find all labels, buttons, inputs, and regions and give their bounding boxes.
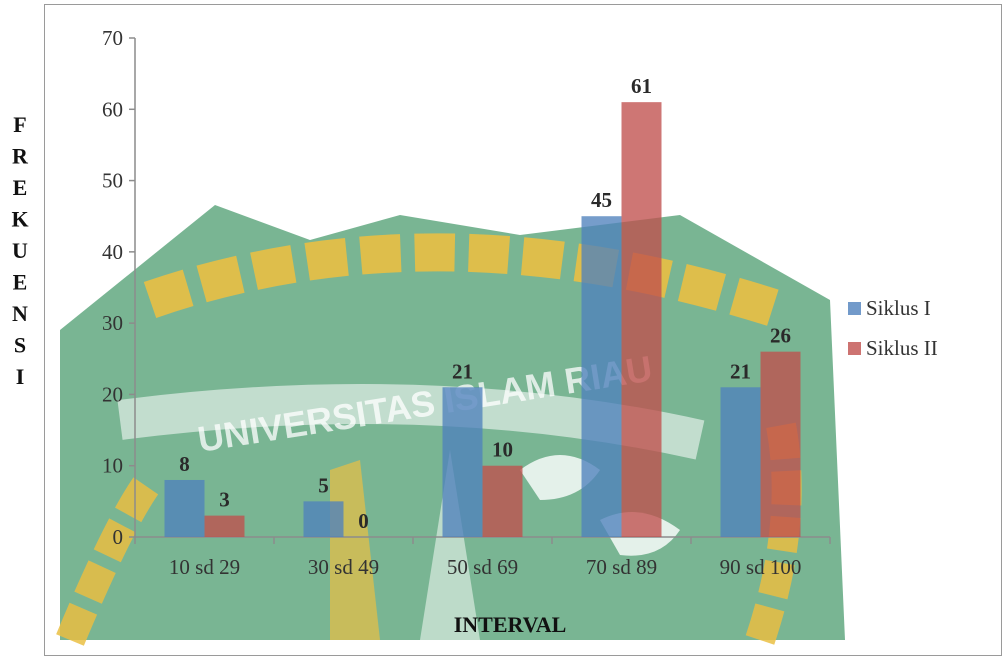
y-axis-title-letter: N	[12, 301, 28, 326]
data-label: 10	[492, 438, 513, 462]
bar-siklus-ii	[761, 352, 801, 537]
bar-siklus-i	[582, 216, 622, 537]
y-tick-label: 30	[102, 311, 123, 335]
data-label: 8	[179, 452, 190, 476]
y-axis-title-letter: K	[11, 207, 28, 232]
bar-siklus-ii	[483, 466, 523, 537]
y-tick-label: 50	[102, 169, 123, 193]
y-axis-title-letter: F	[13, 112, 26, 137]
data-label: 61	[631, 74, 652, 98]
x-axis-title: INTERVAL	[454, 612, 567, 637]
bar-siklus-ii	[205, 516, 245, 537]
y-axis-title-letter: I	[16, 364, 25, 389]
x-tick-label: 30 sd 49	[308, 555, 379, 579]
legend-swatch	[848, 302, 861, 315]
y-tick-label: 0	[113, 525, 124, 549]
y-tick-label: 10	[102, 454, 123, 478]
bar-siklus-i	[721, 387, 761, 537]
data-label: 21	[452, 359, 473, 383]
bar-siklus-ii	[622, 102, 662, 537]
y-tick-label: 60	[102, 97, 123, 121]
data-label: 5	[318, 473, 329, 497]
legend-label: Siklus II	[866, 336, 938, 360]
x-tick-label: 70 sd 89	[586, 555, 657, 579]
y-tick-label: 40	[102, 240, 123, 264]
data-label: 21	[730, 359, 751, 383]
x-tick-label: 90 sd 100	[720, 555, 802, 579]
y-axis-title-letter: U	[12, 238, 28, 263]
data-label: 45	[591, 188, 612, 212]
legend: Siklus I Siklus II	[848, 296, 938, 360]
x-tick-label: 50 sd 69	[447, 555, 518, 579]
y-axis-title-letter: S	[14, 333, 26, 358]
y-tick-label: 20	[102, 382, 123, 406]
legend-swatch	[848, 342, 861, 355]
bar-siklus-i	[304, 501, 344, 537]
y-tick-label: 70	[102, 26, 123, 50]
y-axis-title-letter: E	[13, 175, 28, 200]
bar-siklus-i	[443, 387, 483, 537]
y-axis-title-letter: R	[12, 144, 29, 169]
data-label: 3	[219, 488, 230, 512]
bar-siklus-i	[165, 480, 205, 537]
legend-label: Siklus I	[866, 296, 931, 320]
x-tick-label: 10 sd 29	[169, 555, 240, 579]
data-label: 26	[770, 324, 791, 348]
data-label: 0	[358, 509, 369, 533]
y-axis-title-letter: E	[13, 270, 28, 295]
